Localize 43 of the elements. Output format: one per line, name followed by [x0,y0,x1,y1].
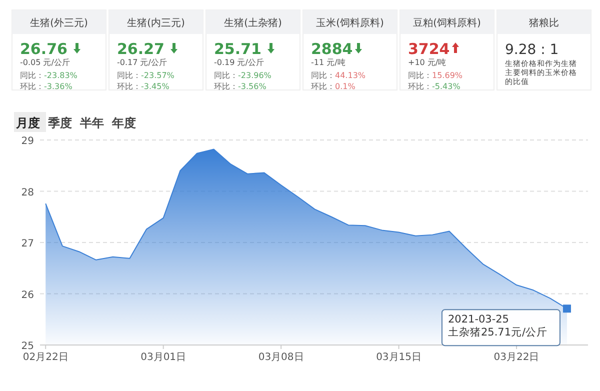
text: 同比：15.69% [408,71,463,80]
text: 26.27 [117,40,164,58]
text: 同比：44.13% [311,71,366,80]
text: 同比：-23.83% [20,71,78,80]
text: 同比：-23.57% [117,71,175,80]
y-tick-label: 27 [21,238,34,250]
x-tick-label: 03月22日 [494,352,540,363]
text: -0.05 元/公斤 [20,58,70,67]
text: 3724 [408,40,450,58]
y-tick-label: 28 [21,187,34,198]
x-tick-label: 03月08日 [258,352,304,363]
y-tick-label: 26 [21,290,34,301]
text: 生猪(土杂猪) [224,17,282,29]
text: 同比：-23.96% [214,71,272,80]
x-tick-label: 02月22日 [22,352,68,363]
text: 季度 [47,116,72,130]
text: 环比：-3.56% [214,82,267,91]
text: 25.71 [214,40,262,58]
text: 月度 [15,116,40,130]
text: 生猪(外三元) [30,17,88,29]
text: 豆粕(饲料原料) [413,17,481,29]
x-tick-label: 03月01日 [140,352,186,363]
text: -0.19 元/公斤 [214,58,264,67]
text: 半年 [79,116,104,130]
text: +10 元/吨 [408,58,446,67]
text: 9.28 : 1 [505,42,559,58]
annotation: 2021-03-25 [448,314,510,326]
text: 2884 [311,40,353,58]
text: 猪粮比 [529,17,559,29]
text: 生猪(内三元) [127,17,185,29]
text: -11 元/吨 [311,58,346,67]
x-tick-label: 03月15日 [376,352,422,363]
y-tick-label: 29 [21,136,34,147]
text: 环比：-3.45% [117,82,170,91]
text: -0.17 元/公斤 [117,58,167,67]
text: 环比：-5.43% [408,82,461,91]
text: 环比：-3.36% [20,82,73,91]
text: 年度 [111,116,136,130]
annotation: 土杂猪25.71元/公斤 [448,326,548,339]
text: 环比：0.1% [311,82,356,91]
text: 玉米(饲料原料) [316,17,384,29]
y-tick-label: 25 [21,341,34,352]
text: 26.76 [20,40,68,58]
